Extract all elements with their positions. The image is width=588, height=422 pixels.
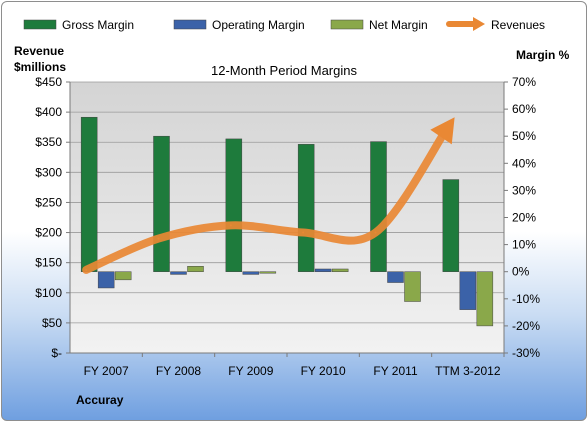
gross-margin-bar [370, 141, 387, 272]
operating-margin-bar [459, 271, 477, 310]
category-label: TTM 3-2012 [435, 364, 501, 378]
left-tick-label: $200 [35, 226, 62, 240]
revenues-line [82, 123, 452, 274]
net-margin-bar [187, 266, 204, 272]
right-tick-label: 40% [512, 156, 536, 170]
net-margin-bar [331, 268, 349, 272]
net-margin-legend-label: Net Margin [369, 18, 428, 32]
net-margin-bar [114, 271, 132, 281]
net-margin-bar [476, 271, 494, 327]
gross-margin-legend-swatch [23, 19, 57, 30]
left-tick-label: $- [51, 346, 62, 360]
gross-margin-bar [225, 138, 243, 272]
left-tick-label: $250 [35, 195, 62, 209]
right-tick-label: -30% [512, 346, 540, 360]
revenues-arrowhead [430, 117, 455, 145]
operating-margin-legend-label: Operating Margin [212, 18, 305, 32]
plot-area [70, 82, 504, 353]
operating-margin-bar [242, 271, 260, 275]
revenues-point [85, 268, 88, 271]
right-tick-label: 0% [512, 265, 530, 279]
revenues-point [229, 224, 232, 227]
right-tick-label: 30% [512, 183, 536, 197]
gross-margin-bar [80, 116, 98, 272]
gross-margin-bar [297, 144, 315, 272]
gross-margin-bar [153, 135, 170, 272]
right-tick-label: 10% [512, 238, 536, 252]
revenues-point [157, 237, 160, 240]
left-axis-title-line1: Revenue [14, 44, 64, 58]
category-label: FY 2009 [228, 364, 273, 378]
right-tick-label: 60% [512, 102, 536, 116]
right-tick-label: 50% [512, 129, 536, 143]
left-tick-label: $150 [35, 256, 62, 270]
chart-title: 12-Month Period Margins [211, 63, 357, 78]
category-label: FY 2007 [84, 364, 129, 378]
operating-margin-bar [97, 271, 115, 289]
revenues-point [374, 231, 377, 234]
category-label: FY 2008 [156, 364, 201, 378]
operating-margin-bar [314, 268, 332, 272]
legend: Gross Margin Operating Margin Net Margin Re… [23, 17, 545, 32]
right-tick-label: -10% [512, 292, 540, 306]
left-tick-label: $450 [35, 75, 62, 89]
right-tick-label: 20% [512, 211, 536, 225]
category-label: FY 2010 [301, 364, 346, 378]
revenues-point [446, 126, 449, 129]
revenues-point [302, 231, 305, 234]
left-tick-label: $50 [42, 316, 62, 330]
operating-margin-bar [170, 271, 187, 275]
revenues-legend-arrow [473, 17, 485, 31]
left-tick-label: $350 [35, 135, 62, 149]
right-tick-label: 70% [512, 75, 536, 89]
net-margin-bar [404, 271, 421, 302]
right-axis-title: Margin % [516, 48, 570, 62]
revenue-line [82, 117, 455, 274]
gross-margin-bar [442, 179, 460, 272]
footer-company: Accuray [76, 393, 124, 407]
category-label: FY 2011 [373, 364, 418, 378]
left-tick-label: $300 [35, 165, 62, 179]
gross-margin-legend-label: Gross Margin [62, 18, 134, 32]
axes: $- $50 $100 $150 $200 $250 $300 $350 $400 $450 -30… [35, 75, 540, 378]
bar-marks [80, 116, 494, 327]
left-tick-label: $400 [35, 105, 62, 119]
net-margin-legend-swatch [330, 19, 364, 30]
revenues-legend-label: Revenues [491, 18, 545, 32]
operating-margin-bar [387, 271, 404, 283]
right-tick-label: -20% [512, 319, 540, 333]
operating-margin-legend-swatch [173, 19, 207, 30]
left-axis-title-line2: $millions [14, 60, 66, 74]
left-tick-label: $100 [35, 286, 62, 300]
net-margin-bar [259, 271, 277, 274]
